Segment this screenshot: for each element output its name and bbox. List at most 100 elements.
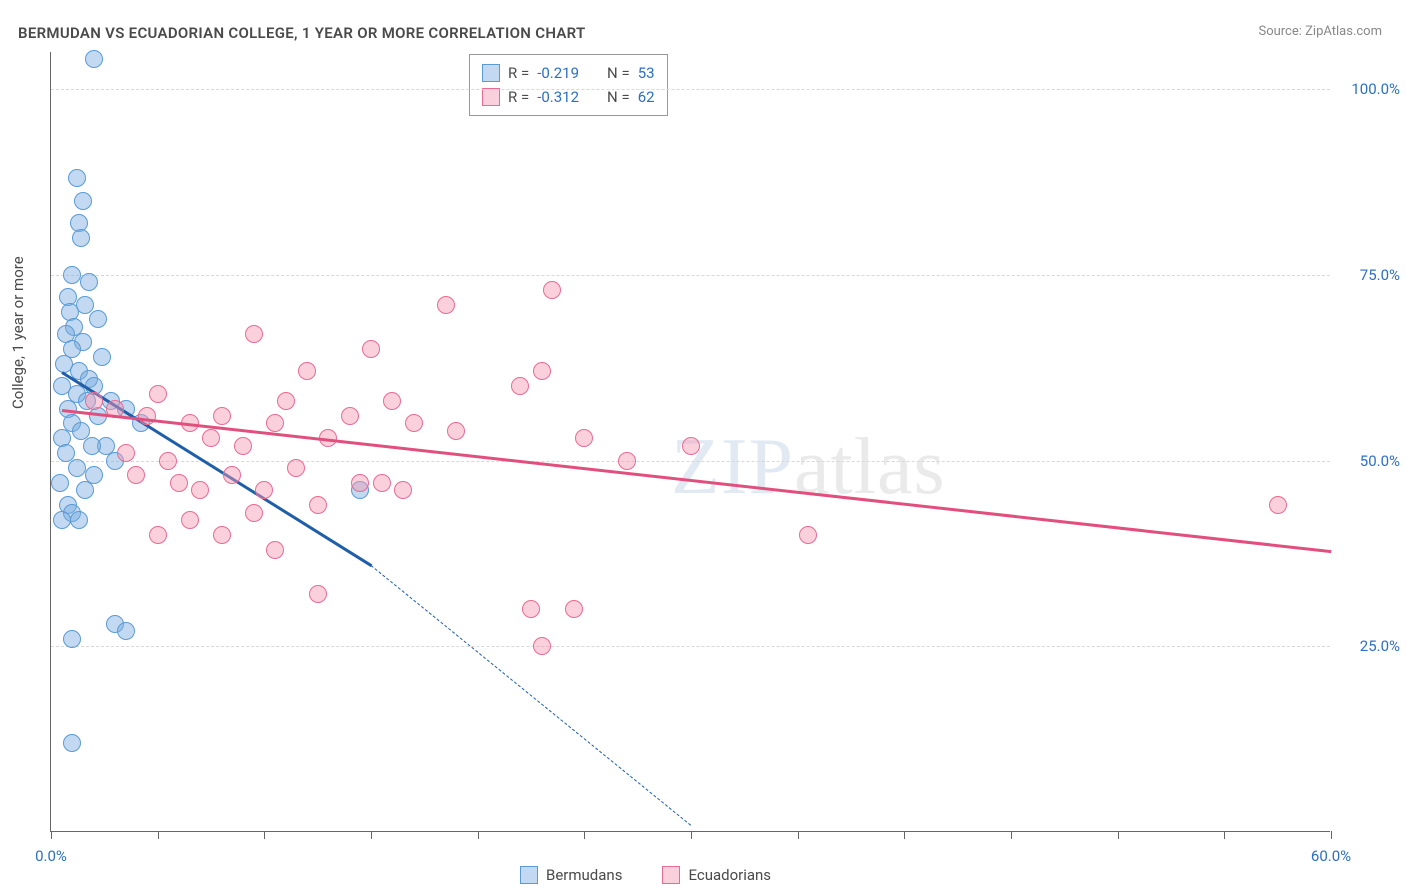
scatter-point [618, 452, 636, 470]
legend-swatch [520, 866, 538, 884]
scatter-point [127, 466, 145, 484]
legend-stats-box: R = -0.219N = 53R = -0.312N = 62 [469, 54, 668, 116]
chart-container: BERMUDAN VS ECUADORIAN COLLEGE, 1 YEAR O… [0, 0, 1406, 892]
x-tick [904, 831, 905, 839]
y-tick-label: 50.0% [1360, 452, 1400, 470]
scatter-point [63, 734, 81, 752]
scatter-point [543, 281, 561, 299]
y-tick-label: 75.0% [1360, 266, 1400, 284]
scatter-point [93, 348, 111, 366]
stat-r-label: R = [508, 64, 529, 82]
legend-swatch [482, 64, 500, 82]
scatter-point [511, 377, 529, 395]
scatter-point [351, 474, 369, 492]
scatter-point [72, 229, 90, 247]
stat-n-value: 62 [638, 88, 655, 106]
scatter-point [362, 340, 380, 358]
scatter-point [287, 459, 305, 477]
scatter-point [181, 511, 199, 529]
scatter-point [533, 362, 551, 380]
x-tick [51, 831, 52, 839]
scatter-point [575, 429, 593, 447]
scatter-point [255, 481, 273, 499]
plot-area: ZIPatlas R = -0.219N = 53R = -0.312N = 6… [50, 52, 1330, 832]
scatter-point [447, 422, 465, 440]
scatter-point [85, 50, 103, 68]
scatter-point [85, 392, 103, 410]
x-tick [1331, 831, 1332, 839]
scatter-point [191, 481, 209, 499]
scatter-point [522, 600, 540, 618]
scatter-point [565, 600, 583, 618]
scatter-point [89, 310, 107, 328]
x-tick [691, 831, 692, 839]
source-label: Source: ZipAtlas.com [1258, 24, 1382, 39]
stat-r-value: -0.312 [537, 88, 579, 106]
scatter-point [63, 266, 81, 284]
gridline [51, 461, 1330, 462]
scatter-point [682, 437, 700, 455]
scatter-point [373, 474, 391, 492]
stat-r-label: R = [508, 88, 529, 106]
x-tick [264, 831, 265, 839]
scatter-point [405, 414, 423, 432]
scatter-point [76, 481, 94, 499]
scatter-point [277, 392, 295, 410]
stat-r-value: -0.219 [537, 64, 579, 82]
x-tick [1011, 831, 1012, 839]
scatter-point [298, 362, 316, 380]
gridline [51, 646, 1330, 647]
legend-row: R = -0.219N = 53 [482, 61, 655, 85]
legend-swatch [662, 866, 680, 884]
x-tick [478, 831, 479, 839]
legend-item: Ecuadorians [662, 866, 771, 884]
gridline [51, 89, 1330, 90]
y-tick-label: 100.0% [1351, 80, 1400, 98]
scatter-point [149, 526, 167, 544]
scatter-point [266, 541, 284, 559]
scatter-point [202, 429, 220, 447]
stat-n-value: 53 [638, 64, 655, 82]
scatter-point [309, 496, 327, 514]
scatter-point [223, 466, 241, 484]
scatter-point [309, 585, 327, 603]
legend-item: Bermudans [520, 866, 622, 884]
scatter-point [170, 474, 188, 492]
watermark-text: ZIPatlas [671, 422, 946, 513]
legend-bottom: Bermudans Ecuadorians [520, 866, 771, 884]
scatter-point [51, 474, 69, 492]
scatter-point [394, 481, 412, 499]
scatter-point [70, 511, 88, 529]
x-tick-label: 0.0% [35, 847, 67, 865]
scatter-point [533, 637, 551, 655]
scatter-point [117, 622, 135, 640]
scatter-point [213, 407, 231, 425]
scatter-point [266, 414, 284, 432]
x-tick [1224, 831, 1225, 839]
scatter-point [437, 296, 455, 314]
scatter-point [53, 511, 71, 529]
scatter-point [80, 273, 98, 291]
scatter-point [63, 630, 81, 648]
legend-label: Ecuadorians [688, 866, 771, 884]
scatter-point [383, 392, 401, 410]
scatter-point [68, 459, 86, 477]
scatter-point [68, 169, 86, 187]
scatter-point [149, 385, 167, 403]
scatter-point [83, 437, 101, 455]
x-tick [584, 831, 585, 839]
scatter-point [341, 407, 359, 425]
scatter-point [213, 526, 231, 544]
trend-line [61, 409, 1331, 553]
scatter-point [245, 325, 263, 343]
scatter-point [74, 192, 92, 210]
chart-title: BERMUDAN VS ECUADORIAN COLLEGE, 1 YEAR O… [18, 24, 586, 42]
scatter-point [138, 407, 156, 425]
legend-swatch [482, 88, 500, 106]
scatter-point [799, 526, 817, 544]
gridline [51, 275, 1330, 276]
y-tick-label: 25.0% [1360, 637, 1400, 655]
legend-label: Bermudans [546, 866, 622, 884]
x-tick [158, 831, 159, 839]
x-tick-label: 60.0% [1311, 847, 1351, 865]
